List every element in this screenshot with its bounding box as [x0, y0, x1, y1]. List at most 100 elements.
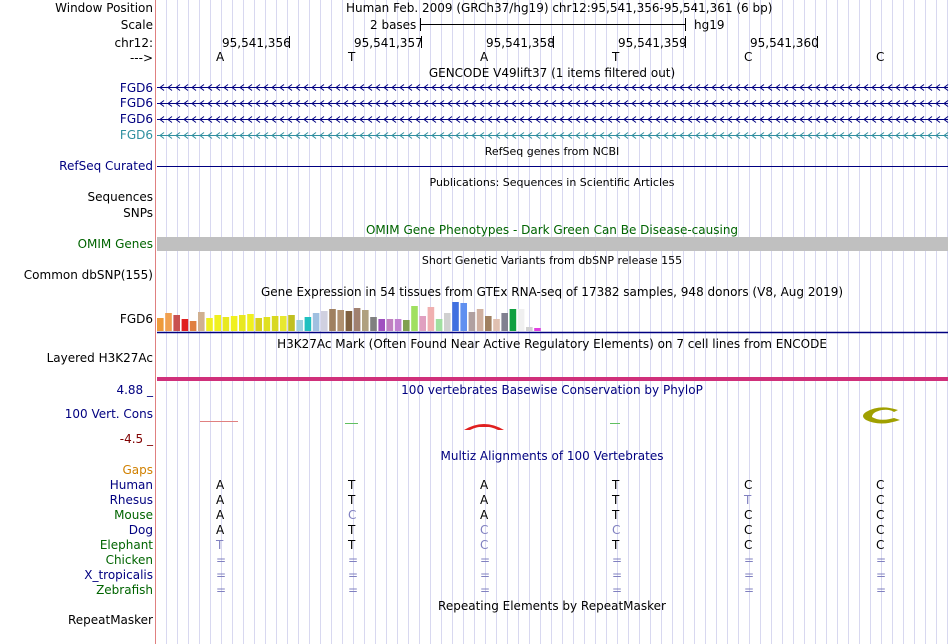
repeatmasker-track-label[interactable]: RepeatMasker [67, 613, 153, 627]
publications-label-snps[interactable]: SNPs [123, 206, 153, 220]
chrom-label: chr12: [114, 36, 153, 50]
ruler-position-2: 95,541,357 [354, 36, 423, 50]
multiz-gaps-label[interactable]: Gaps [122, 463, 153, 477]
gtex-tissue-bar [263, 317, 271, 331]
gencode-track-title[interactable]: GENCODE V49lift37 (1 items filtered out) [428, 66, 676, 80]
gencode-gene-label-2[interactable]: FGD6 [119, 96, 153, 110]
multiz-base: = [348, 583, 359, 597]
gtex-tissue-bar [370, 317, 377, 331]
multiz-species-label[interactable]: Dog [128, 523, 153, 537]
publications-track-title[interactable]: Publications: Sequences in Scientific Ar… [429, 176, 675, 189]
gtex-tissue-bar [435, 319, 443, 331]
gtex-tissue-bar [214, 315, 221, 331]
gencode-chevrons [159, 116, 949, 123]
multiz-base: = [348, 568, 359, 582]
gtex-tissue-bar [345, 311, 353, 331]
gtex-tissue-bar [255, 318, 262, 331]
multiz-base: = [744, 568, 755, 582]
gtex-tissue-bar [501, 313, 508, 331]
refseq-track-title[interactable]: RefSeq genes from NCBI [484, 145, 620, 158]
multiz-base: = [744, 583, 755, 597]
ruler-position-1: 95,541,356 [222, 36, 291, 50]
gtex-tissue-bar [288, 315, 295, 331]
gtex-tissue-bar [247, 314, 254, 331]
gtex-tissue-bar [337, 310, 344, 331]
multiz-base: C [744, 523, 753, 537]
gencode-gene-label-3[interactable]: FGD6 [119, 112, 153, 126]
repeatmasker-track-title[interactable]: Repeating Elements by RepeatMasker [438, 599, 666, 613]
gencode-gene-label-1[interactable]: FGD6 [119, 81, 153, 95]
multiz-base: = [612, 583, 623, 597]
gtex-tissue-bar [296, 320, 303, 331]
multiz-base: C [744, 508, 753, 522]
dbsnp-track-title[interactable]: Short Genetic Variants from dbSNP releas… [421, 254, 683, 267]
multiz-base: C [480, 523, 489, 537]
multiz-base: C [876, 538, 885, 552]
phylop-track-title[interactable]: 100 vertebrates Basewise Conservation by… [401, 383, 703, 397]
multiz-base: = [480, 568, 491, 582]
gtex-tissue-bar [526, 327, 533, 331]
multiz-base: A [480, 493, 489, 507]
base-6: C [876, 50, 885, 64]
multiz-species-label[interactable]: Chicken [105, 553, 153, 567]
dbsnp-track-label[interactable]: Common dbSNP(155) [23, 268, 153, 282]
omim-track-label[interactable]: OMIM Genes [77, 237, 153, 251]
multiz-base: T [612, 493, 620, 507]
multiz-base: T [612, 478, 620, 492]
gtex-gene-label[interactable]: FGD6 [119, 312, 153, 326]
multiz-base: = [612, 568, 623, 582]
multiz-species-label[interactable]: Zebrafish [96, 583, 153, 597]
phylop-mark-a2 [464, 424, 504, 430]
multiz-track-title[interactable]: Multiz Alignments of 100 Vertebrates [440, 449, 664, 463]
gtex-tissue-bar [485, 316, 492, 331]
multiz-base: A [216, 508, 225, 522]
multiz-base: A [216, 493, 225, 507]
multiz-base: = [612, 553, 623, 567]
gtex-tissue-bar [329, 309, 336, 331]
multiz-base: T [348, 478, 356, 492]
gtex-tissue-bar [403, 320, 410, 331]
multiz-species-label[interactable]: Elephant [99, 538, 153, 552]
gtex-tissue-bar [173, 315, 180, 331]
multiz-species-label[interactable]: X_tropicalis [84, 568, 153, 582]
phylop-track-label[interactable]: 100 Vert. Cons [64, 407, 153, 421]
multiz-base: = [216, 553, 227, 567]
phylop-max-value: 4.88 _ [116, 383, 153, 397]
multiz-species-label[interactable]: Mouse [114, 508, 153, 522]
gtex-tissue-bar [444, 313, 451, 331]
multiz-base: = [876, 553, 887, 567]
multiz-base: C [480, 538, 489, 552]
gtex-tissue-bar [394, 319, 402, 331]
multiz-base: = [876, 583, 887, 597]
gtex-track-title[interactable]: Gene Expression in 54 tissues from GTEx … [260, 285, 844, 299]
multiz-base: A [216, 523, 225, 537]
refseq-track-label[interactable]: RefSeq Curated [59, 159, 153, 173]
multiz-species-label[interactable]: Human [109, 478, 153, 492]
h3k27ac-track-label[interactable]: Layered H3K27Ac [46, 351, 153, 365]
multiz-base: C [348, 508, 357, 522]
gtex-tissue-bar [304, 317, 312, 331]
gtex-tissue-bar [452, 302, 459, 331]
multiz-base: T [216, 538, 224, 552]
gtex-tissue-bar [468, 312, 476, 331]
h3k27ac-track-title[interactable]: H3K27Ac Mark (Often Found Near Active Re… [277, 337, 827, 351]
omim-track-title[interactable]: OMIM Gene Phenotypes - Dark Green Can Be… [365, 223, 739, 237]
publications-label-sequences[interactable]: Sequences [87, 190, 153, 204]
gtex-tissue-bar [165, 313, 172, 331]
gencode-gene-label-4[interactable]: FGD6 [119, 128, 153, 142]
phylop-min-value: -4.5 _ [119, 432, 153, 446]
multiz-base: C [744, 478, 753, 492]
gtex-tissue-bar [321, 311, 328, 331]
base-1: A [216, 50, 225, 64]
multiz-base: = [348, 553, 359, 567]
multiz-base: = [216, 583, 227, 597]
multiz-species-label[interactable]: Rhesus [109, 493, 153, 507]
gtex-tissue-bar [493, 319, 500, 331]
multiz-base: C [876, 478, 885, 492]
gtex-tissue-bar [386, 319, 394, 331]
gtex-tissue-bar [419, 316, 426, 331]
multiz-base: A [216, 478, 225, 492]
gtex-tissue-bar [157, 318, 164, 331]
multiz-base: = [480, 553, 491, 567]
